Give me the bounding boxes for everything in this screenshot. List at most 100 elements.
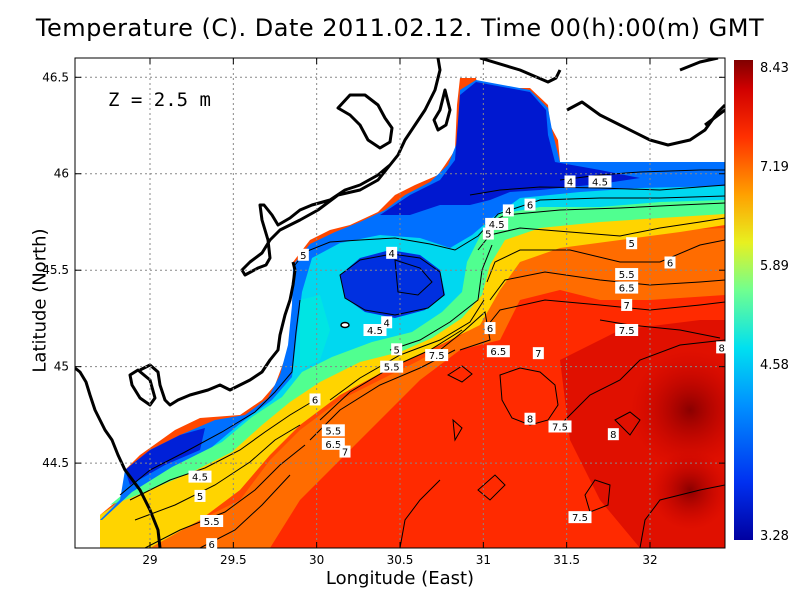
contour-label: 6 [206, 538, 218, 551]
map-title: Temperature (C). Date 2011.02.12. Time 0… [35, 14, 765, 42]
contour-label-text: 8 [610, 430, 616, 441]
contour-label-text: 6 [667, 258, 673, 269]
contour-label: 4 [386, 246, 398, 260]
contour-label-text: 5 [485, 230, 491, 241]
x-tick-label: 29 [142, 553, 157, 567]
contour-label-text: 6 [527, 201, 533, 212]
x-tick-label: 30 [309, 553, 324, 567]
contour-label-text: 7 [342, 448, 348, 459]
map-field [75, 58, 725, 548]
colorbar-tick-label: 3.28 [760, 529, 789, 544]
contour-label: 8 [524, 412, 536, 426]
contour-label: 7 [621, 298, 633, 312]
contour-label-text: 6 [208, 540, 214, 551]
contour-label: 5 [194, 489, 206, 503]
x-axis-label: Longitude (East) [325, 568, 475, 589]
contour-label-text: 4.5 [367, 326, 383, 337]
contour-label-text: 5.5 [204, 517, 220, 528]
contour-label: 7 [532, 347, 544, 360]
contour-label: 4.5 [485, 217, 509, 231]
coastline [75, 58, 725, 548]
contour-label-text: 5.5 [384, 363, 400, 374]
contour-label: 6.5 [615, 281, 639, 295]
y-tick-label: 46 [54, 167, 69, 181]
contour-label-text: 5 [300, 251, 306, 262]
contour-label: 6.5 [321, 437, 345, 451]
contour-label-text: 7.5 [552, 422, 568, 433]
contour-label-text: 7.5 [429, 351, 445, 362]
contour-label-text: 5.5 [325, 426, 341, 437]
x-tick-label: 31 [476, 553, 491, 567]
contour-label: 6 [524, 198, 536, 212]
colorbar-ticks: 8.43 7.19 5.89 4.58 3.28 [760, 61, 789, 544]
contour-label: 4.5 [363, 324, 387, 337]
contour-label: 6 [484, 322, 496, 335]
contour-label-text: 5 [628, 239, 634, 250]
x-tick-label: 29.5 [220, 553, 247, 567]
contour-label-text: 5 [393, 345, 399, 356]
colorbar-tick-label: 8.43 [760, 61, 789, 76]
contour-label: 7.5 [568, 511, 592, 524]
contour-label-text: 4.5 [592, 177, 608, 188]
island-marker [340, 321, 350, 329]
contour-label: 6 [309, 393, 321, 406]
contour-label: 5.5 [615, 268, 639, 281]
contour-label-text: 6.5 [325, 440, 341, 451]
contour-label: 7 [339, 445, 351, 459]
contour-label: 6.5 [486, 345, 510, 358]
colorbar-tick-label: 7.19 [760, 160, 789, 175]
x-tick-label: 31.5 [553, 553, 580, 567]
contour-label: 4 [564, 175, 576, 188]
y-tick-label: 44.5 [42, 456, 69, 470]
y-tick-label: 46.5 [42, 70, 69, 84]
contour-label: 5.5 [380, 360, 404, 374]
y-tick-label: 45 [54, 360, 69, 374]
colorbar-tick-label: 5.89 [760, 259, 789, 274]
contour-label-text: 7 [535, 349, 541, 360]
x-tick-label: 30.5 [387, 553, 414, 567]
contour-label: 5 [297, 248, 309, 262]
contour-label-text: 7.5 [619, 326, 635, 337]
contour-label: 4 [502, 204, 514, 217]
contour-label: 5 [626, 237, 638, 250]
contour-label-text: 4 [388, 249, 394, 260]
contour-label-text: 4.5 [489, 220, 505, 231]
x-tick-label: 32 [642, 553, 657, 567]
contour-label-text: 8 [527, 415, 533, 426]
contour-label: 8 [716, 341, 728, 354]
contour-label: 7.5 [548, 420, 572, 433]
x-axis: 29 29.5 30 30.5 31 31.5 32 [142, 58, 658, 567]
contour-label-text: 4 [383, 318, 389, 329]
contour-label: 4.5 [588, 175, 612, 188]
colorbar-tick-label: 4.58 [760, 358, 789, 373]
contour-label-text: 5.5 [619, 270, 635, 281]
y-tick-label: 45.5 [42, 263, 69, 277]
contour-label: 5.5 [200, 514, 224, 528]
contour-label: 8 [607, 428, 619, 441]
contour-label-text: 7.5 [572, 513, 588, 524]
contour-label-text: 6.5 [619, 284, 635, 295]
colorbar [734, 60, 753, 540]
contour-label: 4 [381, 316, 393, 329]
contour-label-text: 6.5 [490, 347, 506, 358]
contour-label: 4.5 [188, 470, 212, 484]
contour-label: 6 [664, 256, 676, 269]
contour-label: 7.5 [425, 349, 449, 362]
depth-annotation: Z = 2.5 m [108, 89, 211, 111]
contour-lines [119, 169, 725, 548]
contour-label-text: 6 [312, 395, 318, 406]
contour-label-text: 8 [718, 343, 724, 354]
contour-label: 5.5 [321, 424, 345, 437]
contour-label: 5 [391, 343, 403, 356]
contour-label-text: 7 [623, 301, 629, 312]
contour-label-text: 4.5 [192, 473, 208, 484]
contour-label-text: 4 [505, 206, 511, 217]
contour-label-text: 4 [567, 177, 573, 188]
contour-label: 5 [482, 227, 494, 241]
contour-label-text: 5 [197, 492, 203, 503]
contour-label: 7.5 [615, 324, 639, 337]
contour-label-text: 6 [487, 324, 493, 335]
